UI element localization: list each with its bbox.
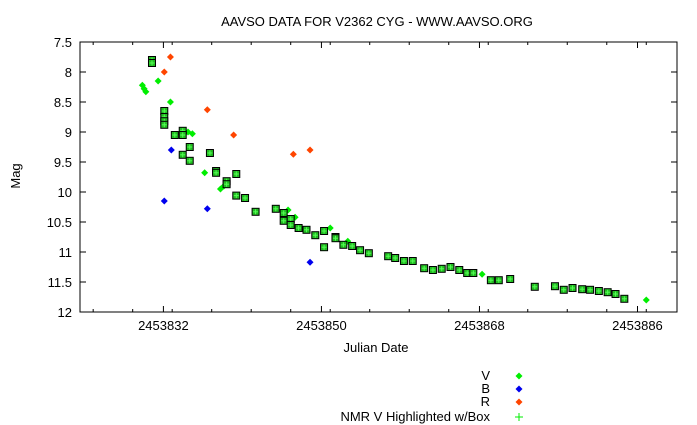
legend-label: NMR V Highlighted w/Box: [340, 409, 490, 424]
y-tick-label: 10: [58, 185, 72, 200]
y-tick-label: 7.5: [54, 35, 72, 50]
diamond-point: [230, 131, 238, 139]
y-tick-label: 9: [65, 125, 72, 140]
diamond-point: [203, 205, 211, 213]
diamond-point: [167, 146, 175, 154]
y-axis-label: Mag: [8, 163, 23, 188]
diamond-point: [203, 106, 211, 114]
diamond-point: [306, 146, 314, 154]
diamond-point: [306, 258, 314, 266]
diamond-point: [326, 224, 334, 232]
x-tick-label: 2453886: [612, 318, 663, 333]
legend-label: B: [481, 381, 490, 396]
legend-label: V: [481, 368, 490, 383]
diamond-point: [289, 150, 297, 158]
diamond-point: [201, 169, 209, 177]
plot-frame: [79, 41, 678, 313]
diamond-point: [478, 270, 486, 278]
y-tick-label: 12: [58, 305, 72, 320]
data-points: [138, 53, 650, 304]
x-tick-label: 2453868: [454, 318, 505, 333]
legend-swatch: [515, 372, 523, 380]
legend-swatch: [515, 385, 523, 393]
y-tick-label: 11: [59, 245, 73, 260]
y-tick-label: 8.5: [54, 95, 72, 110]
diamond-point: [142, 88, 150, 96]
diamond-point: [154, 77, 162, 85]
diamond-point: [160, 197, 168, 205]
y-tick-label: 11.5: [48, 275, 72, 290]
series-0: [138, 77, 650, 304]
diamond-point: [166, 98, 174, 106]
x-axis-label: Julian Date: [343, 340, 408, 355]
axis-ticks: 2453832 2453850 2453868 2453886 7.5 8 8.5 9 9.5 1…: [47, 35, 677, 333]
series-1: [160, 146, 314, 266]
y-tick-label: 9.5: [54, 155, 72, 170]
legend-label: R: [481, 394, 490, 409]
chart-title: AAVSO DATA FOR V2362 CYG - WWW.AAVSO.ORG: [221, 14, 533, 29]
diamond-point: [642, 296, 650, 304]
diamond-point: [160, 68, 168, 76]
x-tick-label: 2453850: [296, 318, 347, 333]
series-2: [160, 53, 314, 158]
x-tick-label: 2453832: [138, 318, 189, 333]
y-tick-label: 8: [65, 65, 72, 80]
diamond-point: [166, 53, 174, 61]
legend-swatch: [515, 398, 523, 406]
series-3: [147, 56, 629, 303]
diamond-point: [188, 130, 196, 138]
y-tick-label: 10.5: [47, 215, 72, 230]
